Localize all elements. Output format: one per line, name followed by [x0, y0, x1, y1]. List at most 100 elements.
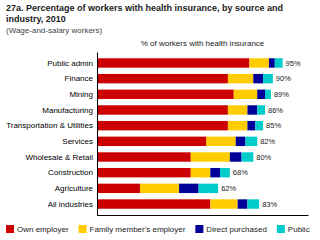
total-label: 90%	[276, 74, 291, 83]
bar	[97, 168, 191, 177]
y-axis-line	[97, 53, 98, 216]
y-tick-label: Agriculture	[55, 184, 94, 193]
legend-item: Family member's employer	[79, 225, 186, 234]
y-tick: Wholesale & Retail	[25, 153, 93, 162]
bar	[255, 121, 263, 130]
total-label: 89%	[274, 90, 289, 99]
bar	[263, 74, 273, 83]
series	[97, 58, 249, 208]
bars	[97, 58, 283, 208]
legend-label: Own employer	[17, 225, 69, 234]
bar	[249, 58, 269, 67]
bar	[97, 137, 206, 146]
plot-area: 95% 90% 89% 86% 85% 82% 80% 68% 62% 83% Public adm…	[6, 53, 308, 216]
total-label: 82%	[260, 137, 275, 146]
bar	[210, 168, 220, 177]
y-tick: Agriculture	[55, 184, 94, 193]
bar	[257, 105, 265, 114]
bar	[191, 168, 211, 177]
total-label: 80%	[256, 153, 271, 162]
total-label: 68%	[233, 168, 248, 177]
bar	[97, 199, 210, 208]
title: 27a. Percentage of workers with health i…	[6, 3, 283, 24]
y-tick: Public admin	[47, 59, 93, 68]
legend-label: Direct purchased	[206, 225, 266, 234]
total-label: 83%	[262, 200, 277, 209]
y-tick-label: Public admin	[47, 59, 93, 68]
y-tick-label: Services	[62, 137, 93, 146]
bar	[228, 121, 248, 130]
bar	[97, 74, 228, 83]
y-tick-label: Finance	[65, 74, 94, 83]
bar	[269, 58, 275, 67]
x-axis-title: % of workers with health insurance	[141, 39, 265, 48]
bar	[97, 90, 234, 99]
total-label: 95%	[286, 59, 301, 68]
y-tick: Transportation & Utilities	[6, 121, 93, 130]
legend-label: Family member's employer	[90, 225, 186, 234]
bar	[97, 58, 249, 67]
total-label: 85%	[266, 121, 281, 130]
bar	[199, 184, 219, 193]
bar	[97, 152, 191, 161]
x-axis-line	[98, 215, 309, 216]
y-tick-label: Transportation & Utilities	[6, 121, 93, 130]
bar	[242, 152, 254, 161]
y-tick: Finance	[65, 74, 94, 83]
y-tick: Manufacturing	[42, 106, 93, 115]
bar	[275, 58, 283, 67]
bar	[238, 199, 248, 208]
y-tick: Construction	[48, 168, 93, 177]
total-label: 86%	[268, 106, 283, 115]
bar	[247, 121, 255, 130]
bar	[253, 74, 263, 83]
bar	[140, 184, 179, 193]
bar	[206, 137, 235, 146]
total-labels: 95% 90% 89% 86% 85% 82% 80% 68% 62% 83%	[221, 59, 301, 209]
bar	[97, 105, 228, 114]
legend: Own employer Family member's employer Dire…	[6, 225, 310, 234]
x-axis	[98, 215, 309, 216]
subtitle: (Wage-and-salary workers)	[6, 26, 103, 35]
series	[179, 58, 275, 208]
legend-swatch	[277, 225, 285, 233]
bar	[234, 90, 257, 99]
series	[140, 58, 269, 208]
chart-svg: 27a. Percentage of workers with health i…	[0, 0, 320, 240]
legend-item: Direct purchased	[195, 225, 266, 234]
legend-swatch	[79, 225, 87, 233]
y-tick-label: Manufacturing	[42, 106, 93, 115]
bar	[228, 74, 253, 83]
y-axis: Public admin Finance Mining Manufacturing Tr…	[6, 53, 97, 216]
y-tick: All industries	[48, 200, 93, 209]
legend-swatch	[195, 225, 203, 233]
bar	[210, 199, 237, 208]
title-line: industry, 2010	[6, 14, 66, 24]
legend-item: Public	[277, 225, 310, 234]
y-tick-label: Mining	[69, 90, 93, 99]
legend-label: Public	[288, 225, 310, 234]
bar	[265, 90, 271, 99]
legend-swatch	[6, 225, 14, 233]
bar	[179, 184, 199, 193]
bar	[97, 184, 140, 193]
bar	[247, 199, 259, 208]
bar	[236, 137, 246, 146]
y-tick: Mining	[69, 90, 93, 99]
bar	[97, 121, 228, 130]
title-line: 27a. Percentage of workers with health i…	[6, 3, 283, 13]
y-tick: Services	[62, 137, 93, 146]
bar	[191, 152, 230, 161]
bar	[220, 168, 230, 177]
y-tick-label: Wholesale & Retail	[25, 153, 93, 162]
bar	[230, 152, 242, 161]
bar	[257, 90, 265, 99]
total-label: 62%	[221, 184, 236, 193]
bar	[228, 105, 248, 114]
bar	[245, 137, 257, 146]
bar	[247, 105, 257, 114]
series	[199, 58, 283, 208]
y-tick-label: All industries	[48, 200, 93, 209]
legend-item: Own employer	[6, 225, 69, 234]
y-tick-label: Construction	[48, 168, 93, 177]
